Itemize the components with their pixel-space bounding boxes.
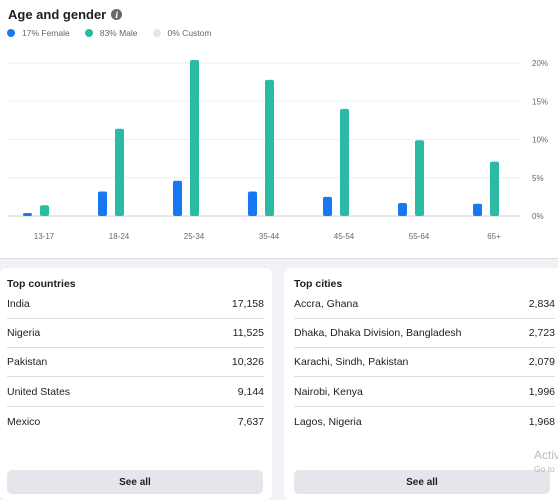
watermark-line2: Go to	[534, 464, 555, 474]
legend-dot-custom	[152, 29, 161, 37]
city-name: Lagos, Nigeria	[294, 415, 362, 428]
legend-item-male: 83% Male	[84, 28, 138, 38]
bar-male	[265, 79, 274, 216]
y-tick-label: 15%	[532, 97, 548, 106]
top-cities-card: Top cities Accra, Ghana 2,834 Dhaka, Dha…	[284, 268, 558, 500]
city-name: Karachi, Sindh, Pakistan	[294, 356, 409, 368]
country-row: India 17,158	[7, 290, 264, 319]
country-row: Mexico 7,637	[7, 407, 264, 436]
city-row: Accra, Ghana 2,834	[294, 290, 555, 319]
bar-female	[173, 180, 182, 216]
legend-label-male: 83% Male	[99, 28, 138, 38]
legend-item-custom: 0% Custom	[152, 28, 212, 38]
legend-item-female: 17% Female	[7, 28, 70, 38]
see-all-countries-button[interactable]: See all	[7, 470, 263, 494]
city-value: 2,079	[528, 356, 555, 368]
windows-activation-watermark: Activ Go to	[534, 448, 558, 476]
bar-male	[340, 108, 349, 216]
watermark-line1: Activ	[534, 448, 558, 462]
x-tick-label: 13-17	[34, 232, 55, 241]
bar-male	[40, 205, 49, 216]
bar-female	[98, 191, 107, 216]
bar-male	[190, 59, 199, 216]
chart-legend: 17% Female 83% Male 0% Custom	[7, 28, 226, 38]
country-name: India	[7, 298, 30, 310]
legend-label-custom: 0% Custom	[167, 28, 212, 38]
bar-female	[473, 203, 482, 216]
country-value: 11,525	[232, 327, 264, 339]
see-all-cities-button[interactable]: See all	[294, 470, 550, 494]
x-tick-label: 25-34	[184, 232, 205, 241]
country-name: Pakistan	[7, 356, 48, 368]
age-gender-header: Age and gender i	[8, 7, 123, 22]
bar-male	[115, 128, 124, 216]
bar-male	[490, 161, 499, 216]
city-value: 2,723	[528, 327, 555, 339]
info-icon[interactable]: i	[111, 9, 123, 20]
legend-dot-female	[7, 29, 15, 37]
city-value: 1,968	[528, 415, 555, 428]
city-row: Nairobi, Kenya 1,996	[294, 378, 555, 407]
country-name: United States	[7, 386, 71, 398]
bar-female	[323, 196, 332, 216]
city-row: Lagos, Nigeria 1,968	[294, 407, 555, 436]
country-name: Mexico	[7, 415, 41, 428]
x-tick-label: 55-64	[409, 232, 430, 241]
bar-female	[398, 202, 407, 216]
age-gender-title: Age and gender	[8, 7, 107, 22]
country-row: United States 9,144	[7, 378, 264, 407]
country-value: 9,144	[237, 386, 264, 398]
top-countries-title: Top countries	[7, 278, 76, 290]
city-value: 2,834	[528, 298, 555, 310]
city-row: Karachi, Sindh, Pakistan 2,079	[294, 348, 555, 377]
y-tick-label: 0%	[532, 212, 544, 221]
city-row: Dhaka, Dhaka Division, Bangladesh 2,723	[294, 319, 555, 348]
city-name: Dhaka, Dhaka Division, Bangladesh	[294, 327, 462, 339]
top-countries-card: Top countries India 17,158 Nigeria 11,52…	[0, 268, 272, 500]
x-tick-label: 18-24	[109, 232, 130, 241]
y-tick-label: 20%	[532, 59, 548, 68]
country-value: 10,326	[231, 356, 264, 368]
city-name: Nairobi, Kenya	[294, 386, 363, 398]
age-gender-card: Age and gender i 17% Female 83% Male 0% …	[0, 0, 558, 259]
country-row: Nigeria 11,525	[7, 319, 264, 348]
city-value: 1,996	[528, 386, 555, 398]
x-tick-label: 45-54	[334, 232, 355, 241]
bar-female	[23, 212, 32, 216]
x-tick-label: 35-44	[259, 232, 280, 241]
legend-dot-male	[84, 29, 93, 37]
country-name: Nigeria	[7, 327, 41, 339]
bar-female	[248, 191, 257, 216]
age-gender-chart: 20% 15% 10% 5% 0% 13-17 18-24 25-34 35-44 45-54 55…	[8, 59, 548, 241]
country-value: 7,637	[237, 415, 264, 428]
y-tick-label: 5%	[532, 174, 544, 183]
legend-label-female: 17% Female	[22, 28, 70, 38]
top-cities-title: Top cities	[294, 278, 343, 290]
city-name: Accra, Ghana	[294, 298, 359, 310]
bar-male	[415, 140, 424, 216]
country-row: Pakistan 10,326	[7, 348, 264, 377]
x-tick-label: 65+	[487, 232, 501, 241]
country-value: 17,158	[231, 298, 264, 310]
y-tick-label: 10%	[532, 136, 548, 145]
